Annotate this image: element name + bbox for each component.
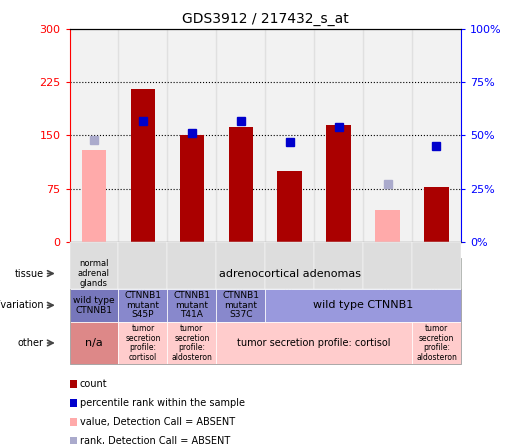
Text: CTNNB1
mutant
S45P: CTNNB1 mutant S45P (125, 291, 161, 319)
Bar (180, 135, 204, 242)
Bar (131, 89, 155, 242)
Text: count: count (80, 379, 108, 389)
Bar (363, 29, 412, 242)
Bar (167, 29, 216, 242)
Bar (82, 150, 106, 242)
Bar (278, 171, 302, 242)
Text: adrenocortical adenomas: adrenocortical adenomas (219, 269, 360, 278)
Bar (216, 29, 265, 242)
Text: tumor
secretion
profile:
cortisol: tumor secretion profile: cortisol (125, 324, 161, 362)
Title: GDS3912 / 217432_s_at: GDS3912 / 217432_s_at (182, 12, 349, 27)
Text: tumor
secretion
profile:
aldosteron: tumor secretion profile: aldosteron (171, 324, 212, 362)
Text: value, Detection Call = ABSENT: value, Detection Call = ABSENT (80, 417, 235, 427)
Text: CTNNB1
mutant
S37C: CTNNB1 mutant S37C (222, 291, 259, 319)
Bar (229, 127, 253, 242)
Text: percentile rank within the sample: percentile rank within the sample (80, 398, 245, 408)
Bar (375, 210, 400, 242)
Text: tissue: tissue (14, 269, 44, 278)
Text: tumor secretion profile: cortisol: tumor secretion profile: cortisol (237, 338, 391, 348)
Text: normal
adrenal
glands: normal adrenal glands (78, 259, 110, 288)
Text: tumor
secretion
profile:
aldosteron: tumor secretion profile: aldosteron (416, 324, 457, 362)
Bar (412, 29, 461, 242)
Text: wild type CTNNB1: wild type CTNNB1 (313, 300, 413, 310)
Bar (265, 29, 314, 242)
Bar (314, 29, 363, 242)
Text: other: other (18, 338, 44, 348)
Text: wild type
CTNNB1: wild type CTNNB1 (73, 296, 115, 315)
Bar (70, 29, 118, 242)
Text: genotype/variation: genotype/variation (0, 300, 44, 310)
Bar (327, 125, 351, 242)
Text: rank, Detection Call = ABSENT: rank, Detection Call = ABSENT (80, 436, 230, 444)
Text: n/a: n/a (85, 338, 103, 348)
Text: CTNNB1
mutant
T41A: CTNNB1 mutant T41A (174, 291, 210, 319)
Bar (118, 29, 167, 242)
Bar (424, 186, 449, 242)
